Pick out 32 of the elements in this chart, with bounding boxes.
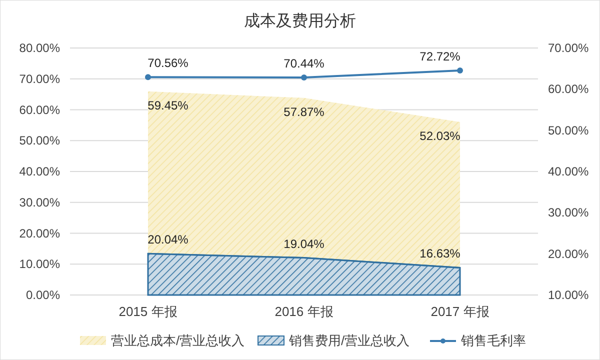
y2-tick-label: 60.00% <box>548 82 590 96</box>
text: 70.56% <box>148 56 188 70</box>
text: 52.03% <box>420 128 460 143</box>
chart-title: 成本及费用分析 <box>244 12 356 30</box>
y-tick-label: 40.00% <box>19 164 60 178</box>
y2-tick-label: 10.00% <box>548 288 590 302</box>
text: 20.04% <box>148 232 188 247</box>
y-tick-label: 80.00% <box>19 41 60 55</box>
y-tick-label: 20.00% <box>19 226 60 240</box>
legend-label: 营业总成本/营业总收入 <box>111 333 245 348</box>
y2-tick-label: 50.00% <box>548 123 590 138</box>
text: 59.45% <box>148 98 188 112</box>
legend-label: 销售费用/营业总收入 <box>288 333 410 348</box>
y-tick-label: 30.00% <box>19 195 60 210</box>
y2-tick-label: 30.00% <box>548 206 590 220</box>
text: 57.87% <box>284 104 324 119</box>
y2-tick-label: 70.00% <box>548 41 590 55</box>
y-tick-label: 0.00% <box>26 288 60 302</box>
y-tick-label: 60.00% <box>19 102 60 117</box>
text: 16.63% <box>420 246 460 261</box>
y2-tick-label: 40.00% <box>548 164 590 178</box>
x-tick-label: 2016 年报 <box>274 304 334 319</box>
y2-tick-label: 20.00% <box>548 246 590 261</box>
text: 70.44% <box>284 56 324 71</box>
y-tick-label: 10.00% <box>19 257 60 272</box>
y-tick-label: 50.00% <box>19 134 60 148</box>
x-tick-label: 2017 年报 <box>430 304 490 319</box>
x-tick-label: 2015 年报 <box>118 304 178 319</box>
text: 19.04% <box>284 236 324 251</box>
text: 72.72% <box>420 49 460 64</box>
legend-label: 销售毛利率 <box>460 333 526 348</box>
y-tick-label: 70.00% <box>19 72 60 86</box>
